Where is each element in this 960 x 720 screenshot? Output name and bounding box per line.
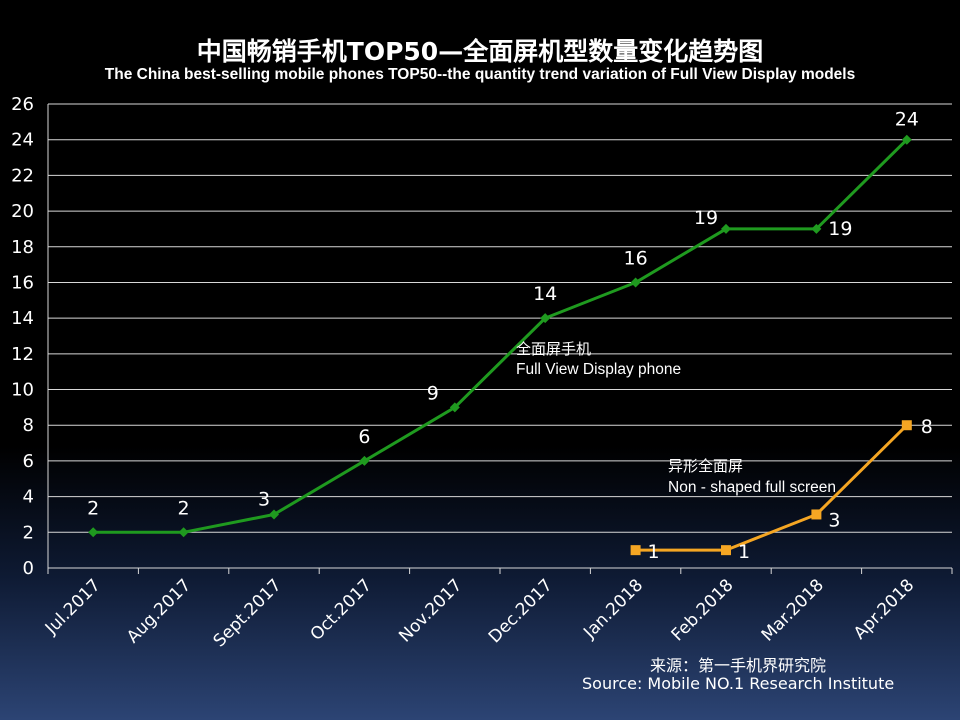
x-tick-label: Apr.2018 — [850, 575, 918, 643]
y-tick-label: 0 — [23, 558, 34, 579]
data-point — [178, 527, 189, 538]
y-tick-label: 8 — [23, 415, 34, 436]
data-label: 2 — [87, 497, 99, 519]
data-point — [811, 509, 822, 520]
y-tick-label: 22 — [11, 165, 34, 186]
source-cn: 来源：第一手机界研究院 — [650, 656, 827, 675]
chart-subtitle: The China best-selling mobile phones TOP… — [104, 66, 856, 83]
x-tick-label: Mar.2018 — [758, 575, 828, 645]
y-tick-label: 4 — [23, 487, 34, 508]
series-line-1 — [635, 424, 908, 552]
data-point — [449, 402, 460, 413]
y-tick-label: 6 — [23, 451, 34, 472]
y-tick-label: 16 — [11, 272, 34, 293]
x-tick-label: Nov.2017 — [395, 575, 466, 646]
data-point — [901, 134, 912, 145]
y-tick-label: 2 — [23, 522, 34, 543]
series-label-full-view-en: Full View Display phone — [516, 361, 682, 378]
data-point — [721, 223, 731, 234]
x-tick-label: Sept.2017 — [210, 575, 286, 651]
x-tick-label: Feb.2018 — [668, 575, 738, 645]
data-point — [721, 545, 731, 556]
source-en: Source: Mobile NO.1 Research Institute — [582, 674, 895, 693]
data-label: 2 — [178, 497, 190, 519]
data-point — [630, 277, 641, 288]
chart-title: 中国畅销手机TOP50—全面屏机型数量变化趋势图 — [196, 37, 764, 66]
y-tick-label: 12 — [11, 344, 34, 365]
data-label: 3 — [258, 488, 270, 510]
data-point — [811, 223, 822, 234]
y-tick-label: 10 — [11, 380, 34, 401]
x-tick-label: Jul.2017 — [41, 575, 105, 639]
data-label: 8 — [921, 416, 933, 438]
data-label: 1 — [648, 541, 660, 563]
data-point — [269, 509, 279, 520]
series-label-non-shaped-en: Non - shaped full screen — [668, 479, 837, 496]
data-label: 19 — [694, 207, 718, 229]
y-tick-label: 14 — [11, 308, 34, 329]
series-label-non-shaped: 异形全面屏 — [668, 457, 744, 475]
data-point — [359, 455, 370, 466]
data-label: 9 — [427, 382, 439, 404]
data-label: 14 — [533, 283, 557, 305]
data-point — [630, 545, 641, 556]
data-label: 24 — [895, 109, 919, 131]
data-point — [901, 420, 912, 431]
x-tick-label: Dec.2017 — [485, 575, 557, 647]
x-tick-label: Oct.2017 — [307, 575, 376, 644]
series-line-0 — [93, 138, 908, 534]
data-label: 6 — [358, 426, 370, 448]
y-tick-label: 24 — [11, 130, 34, 151]
data-point — [540, 313, 551, 324]
data-label: 16 — [624, 247, 648, 269]
series-label-full-view: 全面屏手机 — [516, 340, 592, 358]
x-tick-label: Aug.2017 — [123, 575, 195, 647]
data-point — [88, 527, 99, 538]
y-tick-label: 26 — [11, 94, 34, 115]
data-label: 19 — [828, 218, 852, 240]
data-label: 1 — [738, 541, 750, 563]
y-tick-label: 20 — [11, 201, 34, 222]
y-tick-label: 18 — [11, 237, 34, 258]
data-label: 3 — [828, 509, 840, 531]
x-tick-label: Jan.2018 — [579, 575, 647, 643]
